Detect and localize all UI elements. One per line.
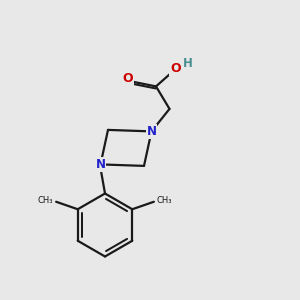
Text: CH₃: CH₃ — [38, 196, 53, 205]
Text: N: N — [95, 158, 106, 171]
Text: CH₃: CH₃ — [157, 196, 172, 205]
Text: O: O — [123, 72, 134, 86]
Text: O: O — [170, 62, 181, 75]
Text: N: N — [146, 125, 157, 138]
Text: H: H — [183, 57, 193, 70]
